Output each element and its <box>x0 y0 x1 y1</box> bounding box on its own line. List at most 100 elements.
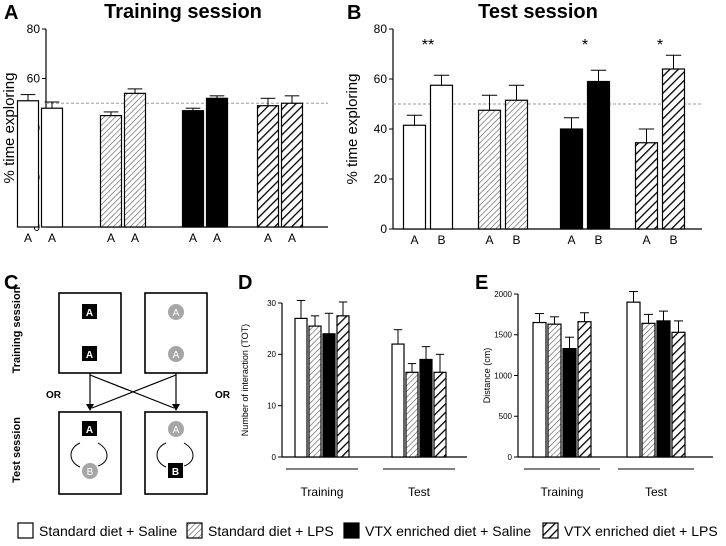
row-label-test: Test session <box>11 417 23 483</box>
y-tick-label: 1000 <box>494 371 512 380</box>
exploration-arrow <box>70 442 81 468</box>
object-label: A <box>173 425 180 436</box>
y-tick-label: 1500 <box>494 331 512 340</box>
object-label: A <box>48 231 56 245</box>
panel-letter-d: D <box>238 272 252 294</box>
bar-d <box>433 371 447 458</box>
object-label: A <box>288 231 296 245</box>
bar-e <box>626 301 641 458</box>
panel-letter-a: A <box>4 2 18 24</box>
object-circle-a <box>168 346 184 362</box>
object-label: A <box>173 350 180 361</box>
bar-e <box>562 348 577 458</box>
group-label: Training <box>301 485 344 499</box>
y-tick-label: 0 <box>508 453 513 462</box>
object-label: B <box>172 467 179 478</box>
bar-e <box>656 320 671 458</box>
chart-title: Test session <box>478 1 598 23</box>
object-label: B <box>437 233 445 247</box>
y-axis-label: Distance (cm) <box>482 348 492 404</box>
y-tick-label: 10 <box>267 401 276 410</box>
y-tick-label: 40 <box>374 122 388 136</box>
arrowhead <box>172 404 180 411</box>
chart-number-of-interactions: 0 10 20 30 Number of interaction (TOT) Traini… <box>240 299 467 499</box>
exploration-arrow <box>183 442 194 467</box>
object-label: A <box>485 233 493 247</box>
y-tick-label: 60 <box>27 72 41 86</box>
y-axis-label: Number of interaction (TOT) <box>240 324 250 436</box>
object-square-a <box>82 421 97 436</box>
y-tick-label: 80 <box>374 22 388 36</box>
bar-b <box>559 128 584 230</box>
y-tick-label: 20 <box>374 172 388 186</box>
or-label-left: OR <box>46 390 62 401</box>
object-label: A <box>107 231 115 245</box>
bar-e <box>577 321 592 458</box>
object-label: B <box>87 467 94 478</box>
object-label: B <box>594 233 602 247</box>
object-label: A <box>189 231 197 245</box>
panel-letter-c: C <box>4 272 18 294</box>
row-label-training: Training session <box>11 286 23 373</box>
group-label: Training <box>541 485 584 499</box>
group-label: Test <box>645 485 668 499</box>
bar-b <box>477 109 502 230</box>
bar-a <box>181 110 205 228</box>
object-circle-b <box>82 463 98 479</box>
legend-swatch <box>343 522 360 539</box>
y-tick-label: 60 <box>374 72 388 86</box>
object-label: B <box>512 233 520 247</box>
object-label: A <box>567 233 575 247</box>
object-square-b <box>168 463 183 478</box>
bar-e <box>671 331 686 458</box>
bar-d <box>308 325 322 458</box>
object-circle-a <box>168 421 184 437</box>
bar-b <box>429 84 454 230</box>
significance-marker: * <box>582 37 588 54</box>
bar-d <box>391 343 405 458</box>
arrowhead <box>86 404 94 411</box>
transition-arrows <box>89 373 177 409</box>
y-tick-label: 500 <box>499 412 513 421</box>
object-label: A <box>86 350 93 361</box>
object-square-a <box>82 346 97 361</box>
legend-label: VTX enriched diet + LPS <box>564 523 718 539</box>
bar-d <box>419 358 433 458</box>
object-label: A <box>86 308 93 319</box>
panel-letter-e: E <box>475 272 488 294</box>
group-label: Test <box>408 485 431 499</box>
y-tick-label: 0 <box>380 222 387 236</box>
bar-b <box>504 99 529 230</box>
bar-a <box>99 115 123 228</box>
chart-test-session: Test session 0 20 40 60 80 % time exploring A B *… <box>344 1 702 247</box>
object-label: A <box>410 233 418 247</box>
bar-a <box>205 97 229 228</box>
legend: Standard diet + Saline Standard diet + LP… <box>17 522 718 539</box>
exploration-arrow <box>97 442 108 467</box>
bar-b <box>402 124 427 230</box>
legend-label: Standard diet + Saline <box>39 523 177 539</box>
object-label: A <box>173 308 180 319</box>
bar-e <box>532 321 547 458</box>
bar-a <box>16 100 40 228</box>
significance-marker: * <box>657 37 663 54</box>
legend-swatch <box>542 522 559 539</box>
y-tick-label: 30 <box>267 299 276 308</box>
object-label: A <box>24 231 32 245</box>
object-label: A <box>642 233 650 247</box>
object-label: A <box>86 425 93 436</box>
protocol-schematic: Training session Test session A A A A OR… <box>11 286 231 495</box>
or-label-right: OR <box>215 390 231 401</box>
chart-title: Training session <box>104 1 262 23</box>
y-tick-label: 2000 <box>494 290 512 299</box>
bar-e <box>547 323 562 458</box>
object-label: A <box>213 231 221 245</box>
y-tick-label: 80 <box>27 22 41 36</box>
y-axis-label: % time exploring <box>344 74 361 185</box>
object-label: A <box>264 231 272 245</box>
bar-d <box>405 371 419 458</box>
legend-label: Standard diet + LPS <box>208 523 334 539</box>
y-tick-label: 20 <box>267 350 276 359</box>
bar-a <box>40 107 64 228</box>
